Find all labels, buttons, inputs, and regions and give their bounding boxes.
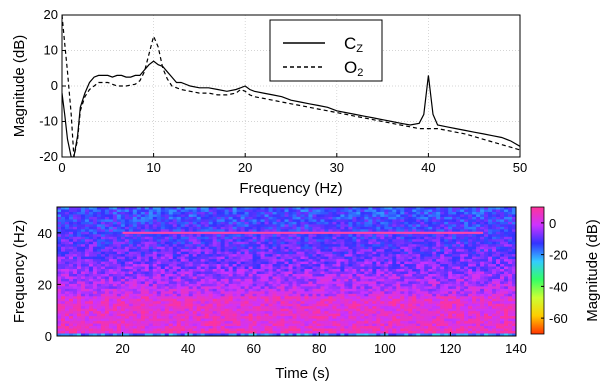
y-tick-label: -20 [39,149,58,164]
y-tick-label: 0 [51,78,58,93]
x-tick-label: 120 [440,341,462,356]
colorbar-label: Magnitude (dB) [584,219,601,322]
x-tick-label: 20 [115,341,129,356]
x-tick-label: 100 [374,341,396,356]
x-tick-label: 0 [58,160,65,175]
colorbar-tick-label: -60 [549,311,568,326]
colorbar-tick-label: 0 [549,216,556,231]
x-axis-label: Frequency (Hz) [239,180,342,197]
legend-label: O2 [344,58,363,79]
spectrogram-image [57,207,517,337]
x-tick-label: 10 [146,160,160,175]
x-tick-label: 40 [181,341,195,356]
colorbar-tick-label: -20 [549,248,568,263]
y-axis-label: Frequency (Hz) [11,220,28,323]
x-tick-label: 50 [513,160,527,175]
colorbar-tick-label: -40 [549,279,568,294]
series-line-o2 [62,15,520,157]
y-tick-label: 0 [45,329,52,344]
x-tick-label: 30 [330,160,344,175]
legend: CZ O2 [269,19,383,82]
spectrogram-chart: 20 40 60 80 100 120 140 40 20 0 Time (s) Frequency … [11,206,601,382]
y-tick-label: -10 [39,114,58,129]
y-tick-label: 20 [38,277,52,292]
x-tick-label: 20 [238,160,252,175]
spectrum-chart: 0 10 20 30 40 50 20 10 0 -10 -20 Frequency (Hz) Magn… [11,7,527,197]
plot-frame [56,206,517,337]
series-line-cz [62,60,520,157]
y-tick-label: 20 [44,7,58,22]
colorbar [530,206,545,335]
x-tick-label: 40 [421,160,435,175]
x-tick-label: 80 [312,341,326,356]
y-axis-label: Magnitude (dB) [11,35,28,138]
x-tick-label: 60 [246,341,260,356]
x-tick-label: 140 [505,341,527,356]
legend-label: CZ [344,34,363,55]
y-tick-label: 40 [38,226,52,241]
x-axis-label: Time (s) [275,365,329,382]
y-tick-label: 10 [44,43,58,58]
